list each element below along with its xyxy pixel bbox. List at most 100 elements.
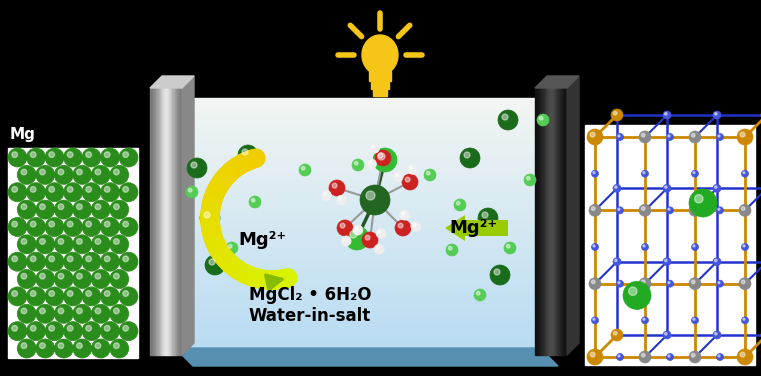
Bar — [543, 88, 545, 355]
Circle shape — [63, 321, 82, 341]
Circle shape — [110, 304, 129, 323]
Circle shape — [639, 131, 651, 143]
Circle shape — [591, 244, 598, 250]
Circle shape — [54, 339, 73, 358]
Circle shape — [82, 148, 101, 167]
Bar — [175, 294, 540, 298]
Bar — [175, 265, 540, 269]
Circle shape — [642, 353, 645, 357]
Circle shape — [21, 239, 27, 244]
Circle shape — [715, 333, 717, 335]
Circle shape — [30, 186, 36, 192]
Bar — [566, 88, 567, 355]
Bar — [371, 81, 389, 89]
Circle shape — [123, 186, 129, 192]
Bar — [175, 131, 540, 135]
Circle shape — [689, 189, 717, 217]
Circle shape — [402, 174, 418, 190]
Bar — [169, 88, 170, 355]
Circle shape — [692, 353, 695, 357]
Circle shape — [49, 291, 55, 296]
Bar — [179, 88, 180, 355]
Bar — [175, 102, 540, 106]
Bar — [158, 88, 160, 355]
Circle shape — [426, 171, 430, 175]
Circle shape — [123, 221, 129, 227]
Circle shape — [95, 169, 100, 175]
Circle shape — [58, 308, 64, 314]
Circle shape — [664, 186, 667, 188]
Bar — [167, 88, 168, 355]
Circle shape — [345, 226, 369, 250]
Bar — [175, 202, 540, 206]
Bar — [175, 127, 540, 131]
Circle shape — [639, 351, 651, 363]
Bar — [175, 144, 540, 148]
Circle shape — [642, 244, 648, 250]
Circle shape — [642, 207, 645, 210]
Circle shape — [667, 280, 673, 287]
Circle shape — [718, 355, 720, 357]
Bar — [561, 88, 562, 355]
FancyArrow shape — [445, 215, 508, 241]
Circle shape — [743, 318, 745, 320]
Bar — [151, 88, 152, 355]
Bar — [175, 219, 540, 223]
Circle shape — [30, 221, 36, 227]
Circle shape — [618, 208, 620, 210]
Circle shape — [378, 153, 383, 158]
Circle shape — [104, 152, 110, 158]
Circle shape — [629, 287, 637, 296]
Circle shape — [460, 148, 480, 168]
Circle shape — [376, 246, 379, 249]
Circle shape — [82, 287, 101, 306]
Circle shape — [692, 280, 695, 284]
Bar — [175, 148, 540, 152]
Circle shape — [8, 252, 27, 271]
Circle shape — [91, 200, 110, 219]
Bar — [175, 319, 540, 323]
Circle shape — [100, 321, 119, 341]
Circle shape — [49, 186, 55, 192]
Circle shape — [77, 308, 82, 314]
Circle shape — [91, 165, 110, 184]
Circle shape — [615, 186, 617, 188]
Circle shape — [639, 277, 651, 290]
Bar — [175, 327, 540, 331]
Circle shape — [18, 339, 37, 358]
Bar — [554, 88, 556, 355]
Circle shape — [717, 353, 724, 361]
Circle shape — [642, 317, 648, 324]
Bar — [155, 88, 157, 355]
Circle shape — [663, 258, 671, 266]
Circle shape — [119, 148, 138, 167]
Circle shape — [73, 165, 92, 184]
Bar — [175, 185, 540, 190]
Circle shape — [378, 230, 381, 233]
Bar — [565, 88, 566, 355]
Circle shape — [67, 152, 73, 158]
Bar — [175, 190, 540, 194]
Circle shape — [299, 164, 311, 176]
Circle shape — [110, 235, 129, 254]
Circle shape — [264, 274, 276, 286]
Circle shape — [618, 355, 620, 357]
Circle shape — [623, 281, 651, 309]
Circle shape — [339, 197, 342, 200]
Circle shape — [45, 321, 64, 341]
Circle shape — [739, 277, 751, 290]
Bar — [175, 161, 540, 165]
Circle shape — [77, 273, 82, 279]
Circle shape — [63, 148, 82, 167]
Circle shape — [40, 169, 45, 175]
Circle shape — [693, 171, 695, 174]
Bar — [160, 88, 161, 355]
Circle shape — [464, 152, 470, 158]
Circle shape — [743, 171, 745, 174]
Circle shape — [369, 143, 380, 153]
Bar — [175, 165, 540, 169]
Text: Mg²⁺: Mg²⁺ — [449, 219, 497, 237]
Circle shape — [368, 161, 371, 164]
Bar — [175, 123, 540, 127]
Bar — [175, 231, 540, 235]
